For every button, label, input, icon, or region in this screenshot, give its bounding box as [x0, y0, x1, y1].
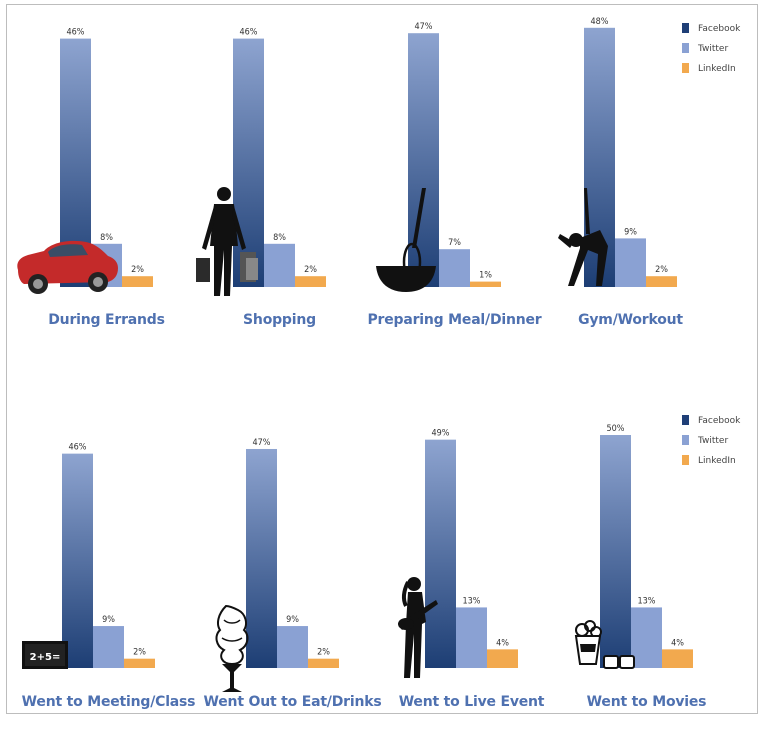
bar-shopping-facebook — [233, 38, 264, 287]
value-label-preparing-meal-dinner-linkedin: 1% — [479, 271, 492, 281]
chart-frame — [6, 4, 758, 714]
category-label-during-errands: During Errands — [48, 312, 165, 328]
category-label-shopping: Shopping — [243, 312, 316, 328]
ice-cream-icon — [215, 604, 249, 692]
legend-swatch-linkedin-2 — [682, 455, 689, 465]
bar-gym-workout-twitter — [615, 238, 646, 287]
value-label-went-to-meeting-class-facebook: 46% — [69, 443, 87, 453]
value-label-went-to-movies-twitter: 13% — [638, 596, 656, 606]
category-label-preparing-meal-dinner: Preparing Meal/Dinner — [367, 312, 541, 328]
bar-gym-workout-linkedin — [646, 276, 677, 287]
value-label-went-to-movies-facebook: 50% — [607, 424, 625, 434]
bar-preparing-meal-dinner-facebook — [408, 33, 439, 288]
legend-swatch-linkedin-1 — [682, 63, 689, 73]
legend-label-linkedin-2: LinkedIn — [698, 456, 736, 466]
bar-went-to-live-event-facebook — [425, 439, 456, 668]
bar-went-to-live-event-twitter — [456, 607, 487, 668]
bar-went-out-to-eat-drinks-linkedin — [308, 658, 339, 668]
legend-label-twitter-1: Twitter — [697, 44, 728, 54]
legend-swatch-twitter-2 — [682, 435, 689, 445]
bar-went-to-meeting-class-facebook — [62, 453, 93, 668]
bar-shopping-linkedin — [295, 276, 326, 287]
chalkboard-icon: 2+5= — [22, 641, 68, 669]
value-label-shopping-facebook: 46% — [240, 28, 258, 38]
legend-label-facebook-1: Facebook — [698, 24, 741, 34]
bar-went-to-meeting-class-linkedin — [124, 658, 155, 668]
legend-label-linkedin-1: LinkedIn — [698, 64, 736, 74]
bar-went-out-to-eat-drinks-facebook — [246, 448, 277, 668]
value-label-went-out-to-eat-drinks-facebook: 47% — [253, 438, 271, 448]
legend-swatch-twitter-1 — [682, 43, 689, 53]
value-label-gym-workout-linkedin: 2% — [655, 265, 668, 275]
category-label-went-to-meeting-class: Went to Meeting/Class — [22, 694, 196, 710]
category-label-gym-workout: Gym/Workout — [578, 312, 683, 328]
legend-swatch-facebook-1 — [682, 23, 689, 33]
value-label-during-errands-facebook: 46% — [67, 28, 85, 38]
shopper-icon — [196, 187, 258, 296]
value-label-went-out-to-eat-drinks-twitter: 9% — [286, 615, 299, 625]
whisk-bowl-icon — [376, 188, 436, 292]
value-label-shopping-linkedin: 2% — [304, 265, 317, 275]
car-icon — [17, 240, 118, 294]
value-label-went-to-meeting-class-linkedin: 2% — [133, 648, 146, 658]
svg-text:2+5=: 2+5= — [30, 652, 61, 663]
bar-went-to-live-event-linkedin — [487, 649, 518, 668]
value-label-during-errands-twitter: 8% — [100, 233, 113, 243]
category-label-went-to-live-event: Went to Live Event — [399, 694, 545, 710]
value-label-gym-workout-facebook: 48% — [591, 17, 609, 27]
bar-went-to-movies-twitter — [631, 607, 662, 668]
bar-went-to-movies-linkedin — [662, 649, 693, 668]
value-label-preparing-meal-dinner-twitter: 7% — [448, 238, 461, 248]
bar-preparing-meal-dinner-twitter — [439, 249, 470, 287]
guitarist-icon — [398, 577, 438, 678]
bar-shopping-twitter — [264, 243, 295, 287]
stretching-person-icon — [558, 188, 608, 286]
value-label-went-to-live-event-linkedin: 4% — [496, 638, 509, 648]
category-label-went-to-movies: Went to Movies — [587, 694, 707, 710]
value-label-shopping-twitter: 8% — [273, 233, 286, 243]
legend-swatch-facebook-2 — [682, 415, 689, 425]
legend-label-twitter-2: Twitter — [697, 436, 728, 446]
value-label-went-to-meeting-class-twitter: 9% — [102, 615, 115, 625]
value-label-went-to-movies-linkedin: 4% — [671, 638, 684, 648]
bar-went-out-to-eat-drinks-twitter — [277, 626, 308, 668]
value-label-during-errands-linkedin: 2% — [131, 265, 144, 275]
legend-label-facebook-2: Facebook — [698, 416, 741, 426]
category-label-went-out-to-eat-drinks: Went Out to Eat/Drinks — [204, 694, 382, 710]
value-label-gym-workout-twitter: 9% — [624, 227, 637, 237]
bar-went-to-meeting-class-twitter — [93, 626, 124, 668]
value-label-went-out-to-eat-drinks-linkedin: 2% — [317, 648, 330, 658]
popcorn-glasses-icon — [574, 620, 635, 669]
value-label-went-to-live-event-twitter: 13% — [463, 596, 481, 606]
bar-went-to-movies-facebook — [600, 435, 631, 668]
value-label-went-to-live-event-facebook: 49% — [432, 429, 450, 439]
bar-during-errands-linkedin — [122, 276, 153, 287]
bar-preparing-meal-dinner-linkedin — [470, 281, 501, 287]
value-label-preparing-meal-dinner-facebook: 47% — [415, 22, 433, 32]
